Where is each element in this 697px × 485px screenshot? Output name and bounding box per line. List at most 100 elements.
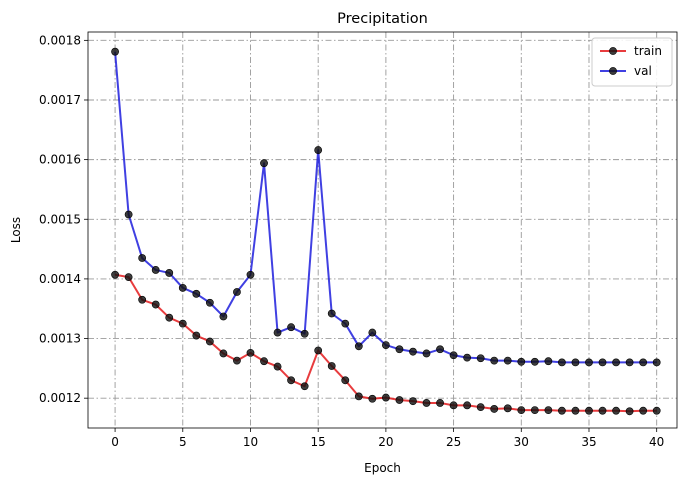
y-tick-label: 0.0018 [39, 33, 81, 47]
data-point-val [151, 266, 160, 274]
data-point-val [246, 270, 255, 279]
data-point-val [111, 47, 119, 56]
grid [88, 32, 677, 428]
legend-marker-train [609, 47, 617, 55]
data-point-train [205, 337, 214, 346]
data-point-train [246, 348, 255, 357]
data-point-val [287, 323, 296, 332]
data-point-val [219, 312, 228, 321]
data-point-val [625, 358, 634, 367]
x-tick-label: 5 [179, 435, 187, 449]
data-point-val [585, 358, 593, 367]
data-point-train [327, 362, 336, 370]
x-tick-label: 0 [111, 435, 119, 449]
data-point-train [368, 394, 377, 403]
x-tick-label: 35 [581, 435, 596, 449]
data-point-val [165, 269, 174, 277]
data-point-val [558, 358, 566, 367]
data-point-train [422, 399, 431, 407]
data-point-val [544, 357, 553, 366]
y-tick-label: 0.0017 [39, 93, 81, 107]
data-point-train [544, 406, 553, 415]
x-axis-label: Epoch [364, 461, 401, 475]
data-point-val [476, 354, 485, 363]
data-point-val [571, 358, 580, 367]
y-tick-label: 0.0015 [39, 212, 81, 226]
data-point-val [463, 353, 472, 362]
legend: train val [591, 37, 673, 87]
ticks: 0 5 10 15 20 25 30 35 40 0.0012 0.0013 0.0014 0.0015… [39, 33, 664, 449]
y-tick-label: 0.0013 [39, 332, 81, 346]
data-point-val [368, 328, 377, 337]
data-point-val [449, 351, 458, 360]
plot-frame [87, 31, 678, 429]
data-point-val [327, 309, 336, 318]
data-point-train [490, 405, 499, 413]
data-point-val [639, 358, 648, 367]
data-point-train [530, 406, 539, 415]
data-point-train [503, 404, 512, 413]
data-point-val [260, 159, 268, 168]
data-point-train [273, 362, 282, 371]
legend-label-train: train [634, 44, 662, 58]
data-point-train [449, 401, 458, 410]
data-point-val [517, 357, 526, 366]
data-point-train [300, 382, 309, 391]
data-point-val [314, 146, 323, 154]
data-point-val [598, 358, 607, 367]
y-tick-label: 0.0012 [39, 391, 81, 405]
data-point-val [138, 254, 147, 262]
data-point-train [625, 407, 634, 416]
data-point-val [381, 341, 390, 350]
x-tick-label: 40 [649, 435, 664, 449]
data-point-train [436, 399, 444, 407]
data-point-val [612, 358, 620, 367]
x-tick-label: 30 [514, 435, 529, 449]
data-point-train [314, 346, 323, 355]
data-point-train [381, 393, 390, 402]
data-point-train [354, 392, 363, 401]
data-point-val [233, 288, 241, 296]
data-point-train [138, 295, 147, 304]
data-point-train [178, 319, 187, 328]
data-point-val [354, 342, 363, 351]
y-tick-label: 0.0014 [39, 272, 81, 286]
data-point-train [287, 376, 296, 385]
x-tick-label: 20 [378, 435, 393, 449]
data-point-train [192, 331, 201, 340]
data-point-train [612, 406, 620, 415]
x-tick-label: 25 [446, 435, 461, 449]
data-point-val [178, 283, 187, 292]
chart-title: Precipitation [337, 11, 428, 27]
data-point-train [652, 406, 661, 415]
data-point-train [463, 401, 472, 410]
data-point-val [273, 328, 282, 337]
data-point-train [409, 397, 417, 406]
y-axis-label: Loss [9, 217, 23, 243]
x-tick-label: 15 [311, 435, 326, 449]
legend-label-val: val [634, 64, 652, 78]
data-point-train [395, 396, 404, 404]
x-tick-label: 10 [243, 435, 258, 449]
data-point-val [409, 347, 417, 356]
data-point-train [558, 406, 566, 415]
data-point-train [219, 349, 228, 358]
data-point-val [490, 356, 499, 365]
data-point-train [233, 356, 241, 365]
data-point-train [260, 357, 268, 366]
data-point-train [111, 270, 119, 279]
data-point-train [598, 406, 607, 415]
data-point-val [341, 319, 350, 328]
data-point-val [192, 289, 201, 298]
data-point-val [530, 357, 539, 366]
data-point-train [124, 273, 133, 282]
data-point-train [151, 300, 160, 309]
data-point-train [517, 406, 526, 415]
series-layer [111, 47, 661, 416]
data-point-train [165, 313, 174, 322]
data-point-train [476, 403, 485, 412]
data-point-val [124, 210, 133, 219]
data-point-train [571, 406, 580, 415]
data-point-train [585, 406, 593, 415]
